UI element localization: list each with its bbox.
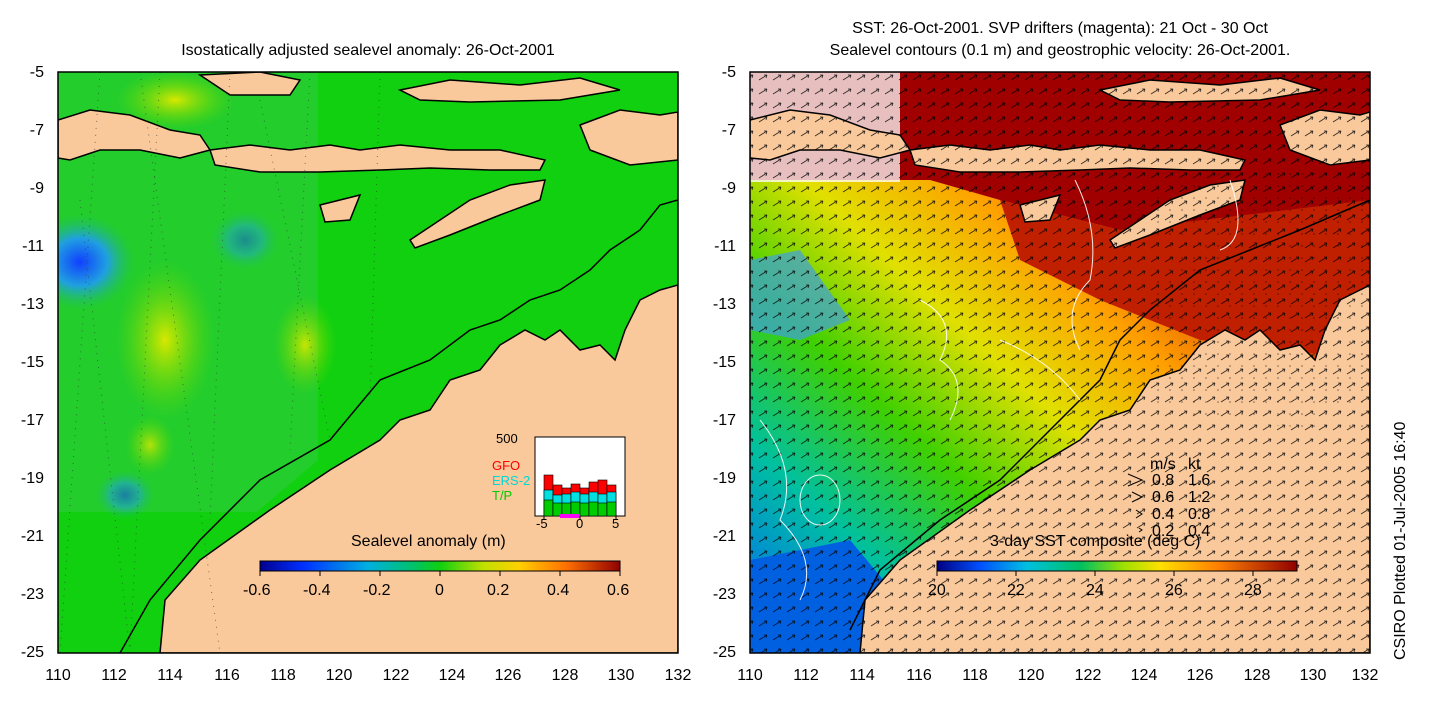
- x-tick-left: 128: [551, 667, 579, 684]
- left-colorbar-title: Sealevel anomaly (m): [351, 533, 506, 550]
- right-colorbar-tick: 20: [928, 582, 946, 599]
- inset-legend-tp: T/P: [492, 488, 513, 503]
- velocity-legend-arrows: [1127, 473, 1144, 533]
- left-colorbar-tick: 0.6: [607, 582, 630, 599]
- velocity-legend-ms: 0.2: [1152, 523, 1175, 540]
- y-tick-right: -7: [721, 122, 736, 139]
- inset-legend-ers2: ERS-2: [492, 473, 531, 488]
- y-tick-right: -11: [714, 238, 736, 255]
- credit-label: CSIRO Plotted 01-Jul-2005 16:40: [1392, 421, 1409, 660]
- y-tick-left: -11: [22, 238, 44, 255]
- velocity-legend-header-ms: m/s: [1150, 456, 1176, 473]
- left-colorbar-tick: -0.6: [243, 582, 271, 599]
- java-land: [58, 109, 212, 161]
- x-tick-left: 114: [157, 667, 183, 684]
- y-tick-right: -13: [712, 296, 736, 313]
- right-colorbar-tick: 26: [1165, 582, 1183, 599]
- x-tick-left: 116: [214, 667, 240, 684]
- y-tick-left: -19: [20, 470, 44, 487]
- y-tick-right: -9: [721, 180, 736, 197]
- x-tick-right: 128: [1243, 667, 1271, 684]
- y-tick-left: -13: [20, 296, 44, 313]
- x-tick-right: 130: [1299, 667, 1327, 684]
- y-tick-right: -5: [721, 64, 736, 81]
- velocity-legend-ms: 0.8: [1152, 472, 1175, 489]
- inset-x-tick: 5: [612, 516, 620, 531]
- x-tick-left: 118: [270, 667, 296, 684]
- y-tick-right: -15: [712, 354, 736, 371]
- sealevel-contours: [759, 179, 1239, 601]
- right-map-frame: [749, 71, 1371, 654]
- y-tick-left: -17: [20, 412, 44, 429]
- x-tick-right: 112: [793, 667, 819, 684]
- x-tick-right: 124: [1130, 667, 1158, 684]
- right-panel-title-line1: SST: 26-Oct-2001. SVP drifters (magenta)…: [852, 20, 1268, 37]
- velocity-legend-kt: 0.4: [1188, 523, 1211, 540]
- left-panel-title: Isostatically adjusted sealevel anomaly:…: [181, 42, 555, 59]
- x-tick-right: 132: [1351, 667, 1379, 684]
- y-tick-left: -21: [20, 528, 44, 545]
- velocity-legend-kt: 1.6: [1188, 472, 1211, 489]
- y-tick-left: -15: [20, 354, 44, 371]
- y-tick-right: -21: [712, 528, 736, 545]
- y-tick-left: -7: [29, 122, 44, 139]
- velocity-legend-ms: 0.4: [1152, 506, 1175, 523]
- left-colorbar-tick: 0.2: [487, 582, 510, 599]
- x-tick-right: 110: [737, 667, 763, 684]
- velocity-legend-header-kt: kt: [1188, 456, 1201, 473]
- sumba-land: [319, 193, 362, 223]
- y-tick-left: -5: [29, 64, 44, 81]
- x-tick-left: 132: [664, 667, 692, 684]
- right-colorbar-tick: 22: [1007, 582, 1025, 599]
- lesser-sunda-islands: [208, 144, 547, 173]
- right-colorbar-tick: 24: [1086, 582, 1104, 599]
- inset-ymax-label: 500: [496, 431, 518, 446]
- left-colorbar-tick: 0: [435, 582, 444, 599]
- x-tick-left: 130: [607, 667, 635, 684]
- x-tick-right: 118: [962, 667, 988, 684]
- left-colorbar-tick: 0.4: [547, 582, 570, 599]
- negative-anomaly-eddy: [58, 214, 135, 310]
- x-tick-left: 120: [325, 667, 353, 684]
- x-tick-right: 122: [1074, 667, 1102, 684]
- x-tick-right: 116: [906, 667, 932, 684]
- left-colorbar-tick: -0.4: [303, 582, 331, 599]
- y-tick-left: -23: [20, 586, 44, 603]
- velocity-legend-ms: 0.6: [1152, 489, 1175, 506]
- left-colorbar-tick: -0.2: [363, 582, 391, 599]
- y-tick-left: -9: [29, 180, 44, 197]
- inset-x-tick: -5: [536, 516, 548, 531]
- inset-legend-gfo: GFO: [492, 458, 521, 473]
- right-colorbar-tick: 28: [1244, 582, 1262, 599]
- y-tick-left: -25: [20, 644, 44, 661]
- y-tick-right: -23: [712, 586, 736, 603]
- inset-x-tick: 0: [576, 516, 584, 531]
- x-tick-right: 120: [1017, 667, 1045, 684]
- left-map-frame: [57, 71, 679, 654]
- x-tick-right: 114: [849, 667, 875, 684]
- right-colorbar-title: 3-day SST composite (deg C): [990, 533, 1201, 550]
- y-tick-right: -17: [712, 412, 736, 429]
- x-tick-right: 126: [1186, 667, 1214, 684]
- positive-anomaly-region: [115, 260, 215, 420]
- x-tick-left: 122: [382, 667, 410, 684]
- x-tick-left: 126: [494, 667, 522, 684]
- x-tick-left: 112: [101, 667, 127, 684]
- left-colorbar: [259, 560, 621, 572]
- x-tick-left: 124: [438, 667, 466, 684]
- y-tick-right: -25: [712, 644, 736, 661]
- x-tick-left: 110: [45, 667, 71, 684]
- data-count-inset: [534, 436, 626, 520]
- velocity-legend-kt: 0.8: [1188, 506, 1211, 523]
- right-colorbar: [936, 560, 1298, 572]
- velocity-legend-kt: 1.2: [1188, 489, 1211, 506]
- right-map: [750, 72, 1370, 653]
- timor-land: [408, 179, 546, 249]
- y-tick-right: -19: [712, 470, 736, 487]
- right-panel-title-line2: Sealevel contours (0.1 m) and geostrophi…: [829, 42, 1291, 59]
